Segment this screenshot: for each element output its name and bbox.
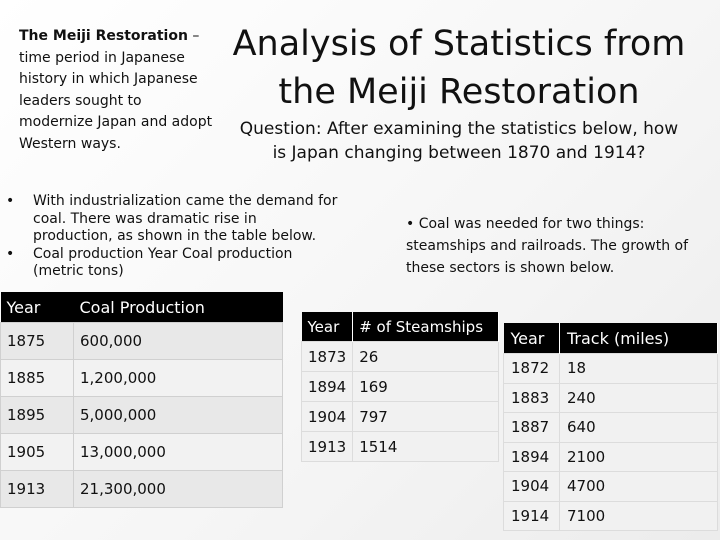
table-row: 1914 7100 [503, 500, 718, 531]
table-cell: 26 [352, 341, 499, 372]
table-cell: 1905 [0, 433, 74, 471]
slide-title: Analysis of Statistics from the Meiji Re… [232, 24, 686, 112]
steamships-table: Year # of Steamships 1873 26 1894 169 19… [300, 312, 499, 462]
coal-note: • Coal was needed for two things: steams… [406, 216, 689, 276]
table-row: 1894 2100 [503, 441, 718, 472]
table-cell: 1894 [503, 441, 560, 472]
column-header: Year [301, 312, 354, 342]
table-row: 1913 1514 [300, 431, 499, 462]
table-cell: 1,200,000 [73, 359, 283, 397]
column-header: Year [503, 323, 560, 354]
table-row: 1895 5,000,000 [0, 396, 283, 434]
table-row: 1883 240 [503, 382, 718, 413]
table-row: 1887 640 [503, 412, 718, 443]
table-row: 1905 13,000,000 [0, 433, 283, 471]
question-text: Question: After examining the statistics… [239, 119, 679, 163]
column-header: # of Steamships [352, 312, 499, 342]
column-header: Year [0, 292, 74, 323]
table-header-row: Year Track (miles) [503, 323, 718, 354]
column-header: Track (miles) [559, 323, 718, 354]
table-cell: 2100 [559, 441, 718, 472]
column-header: Coal Production [73, 292, 283, 323]
bullet-text: With industrialization came the demand f… [33, 193, 338, 244]
table-cell: 13,000,000 [73, 433, 283, 471]
table-cell: 21,300,000 [73, 470, 283, 508]
railroad-track-table: Year Track (miles) 1872 18 1883 240 1887… [503, 323, 718, 531]
table-cell: 1885 [0, 359, 74, 397]
table-cell: 169 [352, 371, 499, 402]
table-row: 1875 600,000 [0, 322, 283, 360]
table-cell: 5,000,000 [73, 396, 283, 434]
table-cell: 1872 [503, 353, 560, 384]
table-cell: 797 [352, 401, 499, 432]
bullet-marker: • [6, 193, 15, 209]
coal-production-table: Year Coal Production 1875 600,000 1885 1… [0, 292, 283, 508]
table-cell: 1913 [300, 431, 354, 462]
intro-definition: The Meiji Restoration – time period in J… [19, 26, 219, 155]
table-cell: 1875 [0, 322, 74, 360]
table-cell: 18 [559, 353, 718, 384]
table-cell: 1904 [503, 471, 560, 502]
intro-definition-text: – time period in Japanese history in whi… [19, 28, 213, 152]
table-cell: 1895 [0, 396, 74, 434]
table-header-row: Year Coal Production [0, 292, 283, 323]
table-cell: 1894 [300, 371, 354, 402]
table-cell: 1873 [300, 341, 354, 372]
table-row: 1885 1,200,000 [0, 359, 283, 397]
bullet-item: • Coal production Year Coal production (… [3, 246, 338, 281]
table-cell: 640 [559, 412, 718, 443]
table-cell: 4700 [559, 471, 718, 502]
table-cell: 1887 [503, 412, 560, 443]
table-cell: 7100 [559, 500, 718, 531]
bullet-list: • With industrialization came the demand… [3, 193, 338, 281]
table-row: 1904 4700 [503, 471, 718, 502]
table-row: 1894 169 [300, 371, 499, 402]
table-row: 1904 797 [300, 401, 499, 432]
table-row: 1873 26 [300, 341, 499, 372]
bullet-marker: • [6, 245, 15, 262]
table-header-row: Year # of Steamships [301, 312, 499, 342]
bullet-item: • With industrialization came the demand… [3, 193, 338, 246]
table-row: 1872 18 [503, 353, 718, 384]
table-cell: 600,000 [73, 322, 283, 360]
table-cell: 1904 [300, 401, 354, 432]
table-cell: 1883 [503, 382, 560, 413]
table-cell: 1914 [503, 500, 560, 531]
table-row: 1913 21,300,000 [0, 470, 283, 508]
table-cell: 1514 [352, 431, 499, 462]
intro-term: The Meiji Restoration [19, 28, 188, 44]
table-cell: 240 [559, 382, 718, 413]
table-cell: 1913 [0, 470, 74, 508]
bullet-text: Coal production Year Coal production (me… [33, 245, 293, 280]
